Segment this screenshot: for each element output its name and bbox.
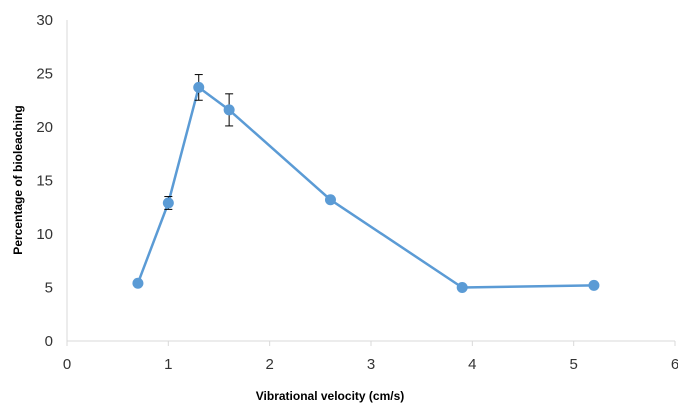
data-point <box>456 282 468 293</box>
x-tick-label: 4 <box>468 356 476 373</box>
x-axis-title: Vibrational velocity (cm/s) <box>256 389 405 403</box>
data-series <box>132 74 600 293</box>
data-point <box>588 279 600 291</box>
series-line <box>136 86 594 289</box>
data-point <box>324 194 336 206</box>
axes <box>66 20 676 346</box>
x-tick-label: 3 <box>367 356 375 373</box>
data-point <box>193 81 205 93</box>
y-tick-label: 10 <box>36 226 53 243</box>
y-tick-label: 30 <box>36 12 53 29</box>
x-tick-label: 0 <box>63 356 71 373</box>
x-tick-label: 5 <box>569 356 577 373</box>
y-axis-title: Percentage of bioleaching <box>11 105 25 254</box>
x-tick-label: 2 <box>265 356 273 373</box>
x-tick-label: 1 <box>164 356 172 373</box>
data-point <box>162 197 174 209</box>
y-tick-label: 5 <box>45 280 53 297</box>
y-tick-label: 15 <box>36 173 53 190</box>
tick-labels: 0 1 2 3 4 5 6 0 5 10 15 20 25 30 <box>36 12 678 373</box>
y-tick-label: 20 <box>36 119 53 136</box>
data-point <box>223 104 235 116</box>
y-tick-label: 0 <box>45 333 53 350</box>
y-tick-label: 25 <box>36 66 53 83</box>
x-tick-label: 6 <box>671 356 678 373</box>
data-point <box>132 277 144 289</box>
